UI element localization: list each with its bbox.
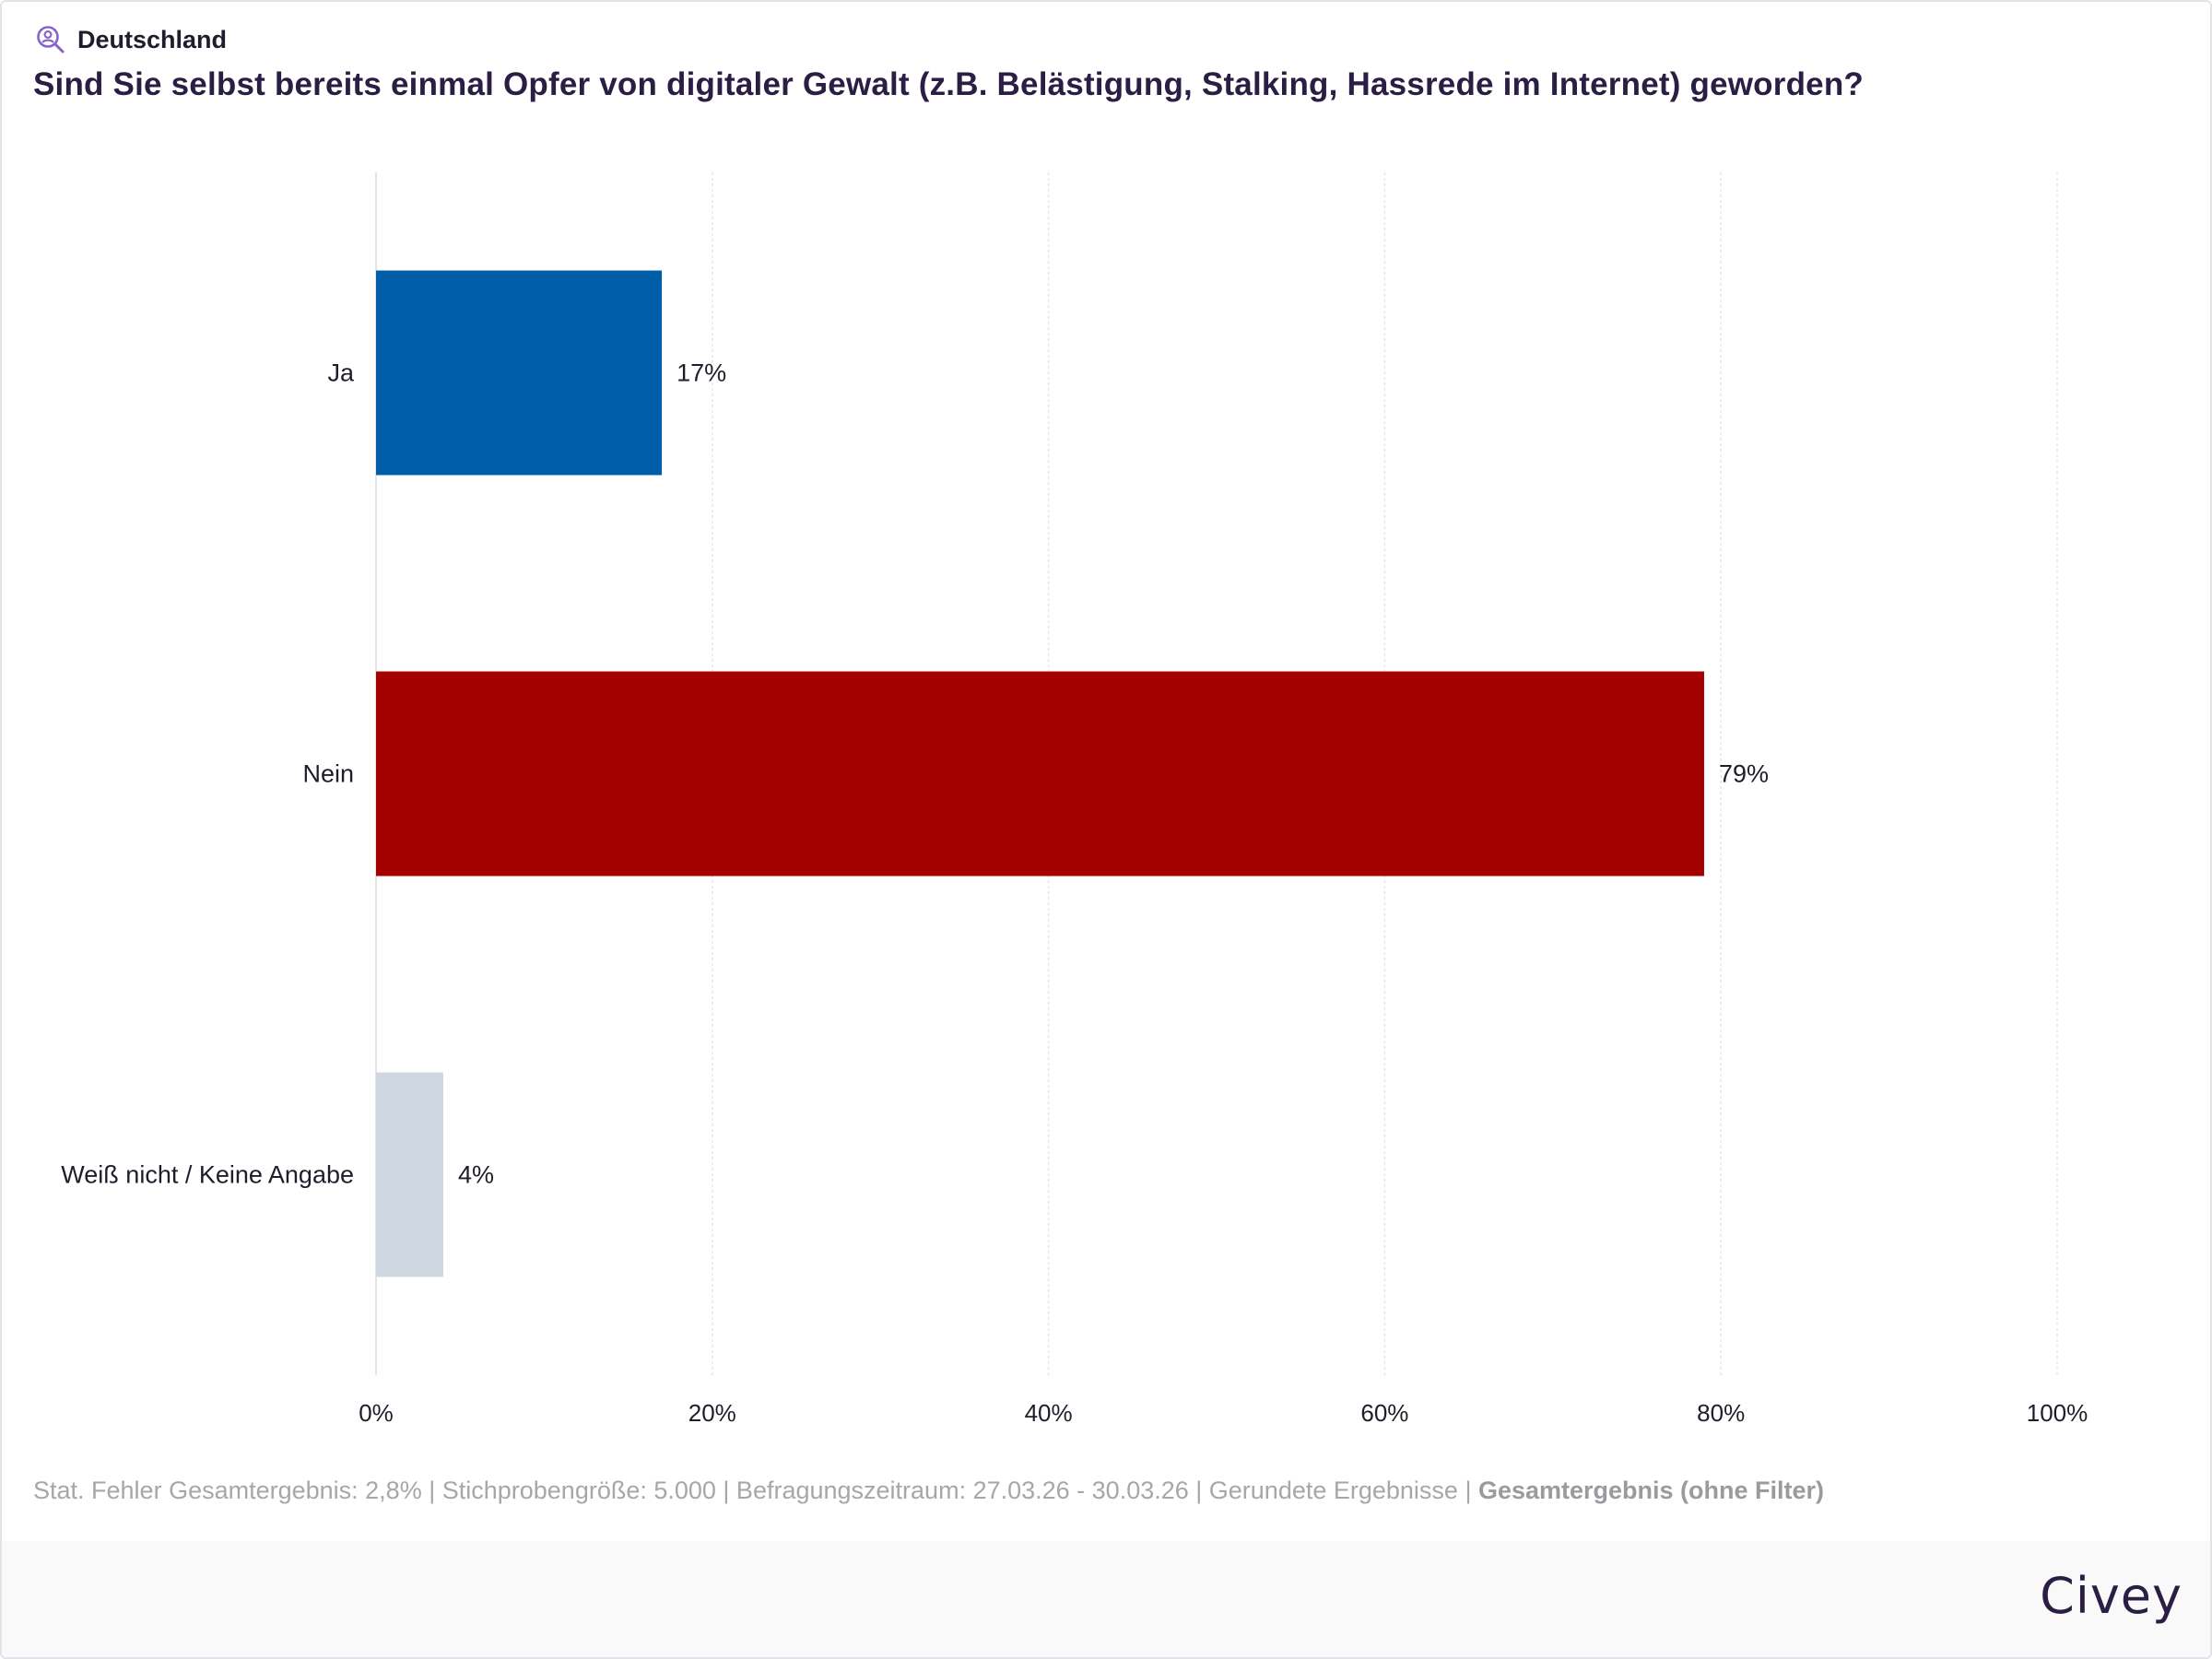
bar-chart: 0% 20% 40% 60% 80% 100% Ja 17% Nein 79% Weiß nicht… bbox=[61, 172, 2088, 1427]
x-tick-label: 100% bbox=[2027, 1399, 2088, 1427]
bar bbox=[376, 1072, 443, 1277]
x-tick-label: 20% bbox=[688, 1399, 736, 1427]
value-label: 17% bbox=[677, 359, 726, 387]
value-label: 79% bbox=[1719, 760, 1769, 788]
category-label: Ja bbox=[327, 359, 355, 387]
x-tick-label: 0% bbox=[359, 1399, 394, 1427]
x-tick-label: 80% bbox=[1697, 1399, 1745, 1427]
brand-logo: Civey bbox=[2040, 1567, 2183, 1625]
footer-note-text: Stat. Fehler Gesamtergebnis: 2,8% | Stic… bbox=[33, 1477, 1478, 1504]
footer-note: Stat. Fehler Gesamtergebnis: 2,8% | Stic… bbox=[33, 1477, 1824, 1505]
category-label: Weiß nicht / Keine Angabe bbox=[61, 1161, 354, 1189]
category-label: Nein bbox=[302, 760, 354, 788]
x-tick-label: 60% bbox=[1360, 1399, 1408, 1427]
value-label: 4% bbox=[458, 1161, 494, 1189]
region-label-row: Deutschland bbox=[35, 24, 227, 55]
bar bbox=[376, 671, 1704, 877]
footer-band bbox=[2, 1541, 2210, 1657]
bar bbox=[376, 270, 663, 476]
region-label: Deutschland bbox=[77, 25, 228, 53]
person-search-icon bbox=[37, 26, 65, 53]
footer-note-filter: Gesamtergebnis (ohne Filter) bbox=[1477, 1477, 1825, 1504]
chart-title: Sind Sie selbst bereits einmal Opfer von… bbox=[33, 66, 1864, 102]
x-tick-label: 40% bbox=[1025, 1399, 1073, 1427]
